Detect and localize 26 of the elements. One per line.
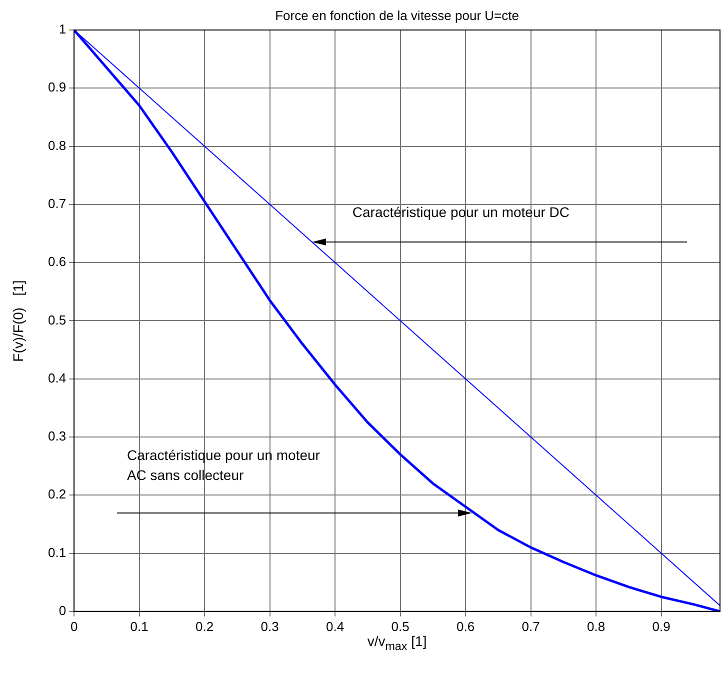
x-tick-label: 0.7	[522, 618, 540, 634]
y-tick-label: 0.3	[48, 428, 66, 444]
x-tick-label: 0.9	[652, 618, 670, 634]
y-tick-label: 0.6	[48, 254, 66, 270]
y-tick-label: 0.9	[48, 80, 66, 95]
x-tick-label: 0.3	[260, 618, 279, 634]
y-tick-label: 1	[58, 22, 66, 37]
x-tick-label: 0	[70, 618, 78, 634]
y-tick-label: 0.8	[48, 138, 66, 153]
y-tick-label: 0.1	[48, 544, 66, 560]
annotation: Caractéristique pour un moteur DC	[352, 203, 571, 222]
y-tick-label: 0.2	[48, 486, 66, 502]
y-tick-label: 0.5	[48, 312, 66, 328]
x-tick-label: 0.2	[196, 618, 214, 634]
y-tick-label: 0.4	[48, 370, 66, 386]
x-tick-label: 0.5	[391, 618, 410, 634]
x-tick-label: 0.6	[456, 618, 475, 634]
y-axis-title: F(v)/F(0) [1]	[10, 280, 26, 362]
chart-title: Force en fonction de la vitesse pour U=cte	[274, 8, 520, 23]
y-tick-label: 0.7	[48, 196, 66, 211]
x-tick-label: 0.4	[326, 618, 344, 634]
y-tick-label: 0	[58, 602, 66, 618]
x-tick-label: 0.8	[586, 618, 606, 634]
x-tick-label: 0.1	[130, 618, 148, 634]
x-axis-title: v/v$_{max}$ [1]	[366, 633, 428, 654]
annotation: Caractéristique pour un moteur AC sans collecteur	[126, 446, 321, 485]
